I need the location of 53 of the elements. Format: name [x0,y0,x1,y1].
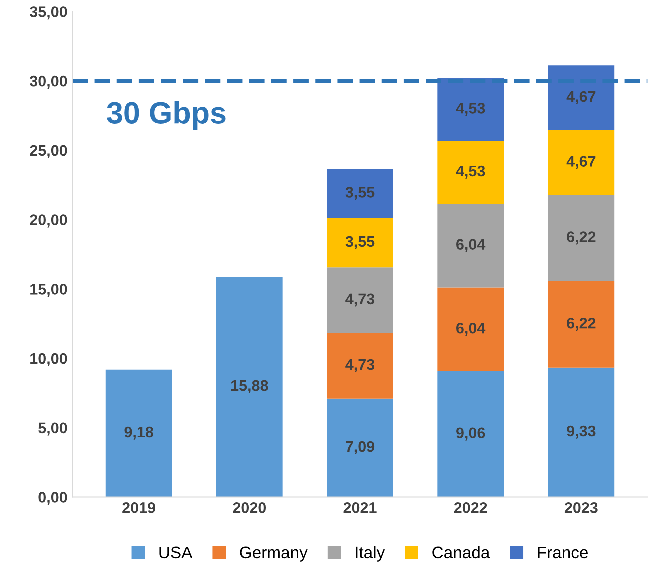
bar [548,195,615,282]
data-label: 6,22 [567,318,596,331]
x-tick-label: 2021 [344,502,377,514]
x-tick-label: 2020 [233,502,266,514]
data-label: 4,67 [566,91,596,104]
bar [548,282,615,368]
legend-label: Italy [356,546,386,562]
bar [438,204,504,288]
bar [327,268,394,334]
data-label: 9,33 [567,426,596,439]
bar [327,398,394,498]
y-tick-label: 25,00 [30,145,68,158]
data-label: 15,88 [232,380,268,394]
data-label: 3,55 [346,236,375,250]
y-tick-label: 20,00 [30,214,68,228]
bar [106,370,172,498]
bar [438,288,504,372]
bar [327,218,394,268]
data-label: 3,55 [346,187,375,200]
bar [216,276,283,498]
x-tick-label: 2019 [122,502,156,514]
y-tick-label: 35,00 [30,6,68,20]
legend-label: Canada [432,546,490,559]
data-label: 9,18 [124,426,154,440]
y-tick-label: 5,00 [38,422,68,436]
bar [327,169,394,218]
data-label: 7,09 [346,441,375,454]
data-label: 6,04 [456,322,486,336]
bar [548,130,615,196]
y-tick-label: 30,00 [30,76,68,89]
y-tick-label: 15,00 [30,284,68,298]
data-label: 4,53 [456,166,486,179]
bar [327,333,394,399]
bar [438,78,504,142]
legend-label: Germany [240,546,308,562]
bar [438,141,504,204]
data-label: 4,73 [346,294,375,307]
data-label: 4,73 [346,359,375,372]
data-label: 9,06 [456,428,486,441]
bar [438,372,504,498]
bar [548,368,615,498]
data-label: 4,67 [566,156,596,170]
ref-line-label: 30 Gbps [107,102,226,130]
bar [548,66,615,130]
y-tick-label: 0,00 [38,492,68,506]
data-label: 4,53 [456,102,486,116]
data-label: 6,04 [456,239,486,252]
legend-label: France [538,546,588,559]
y-tick-label: 10,00 [30,353,68,366]
legend-label: USA [160,546,193,559]
x-tick-label: 2022 [454,502,488,514]
data-label: 6,22 [567,232,596,245]
x-tick-label: 2023 [564,502,598,514]
